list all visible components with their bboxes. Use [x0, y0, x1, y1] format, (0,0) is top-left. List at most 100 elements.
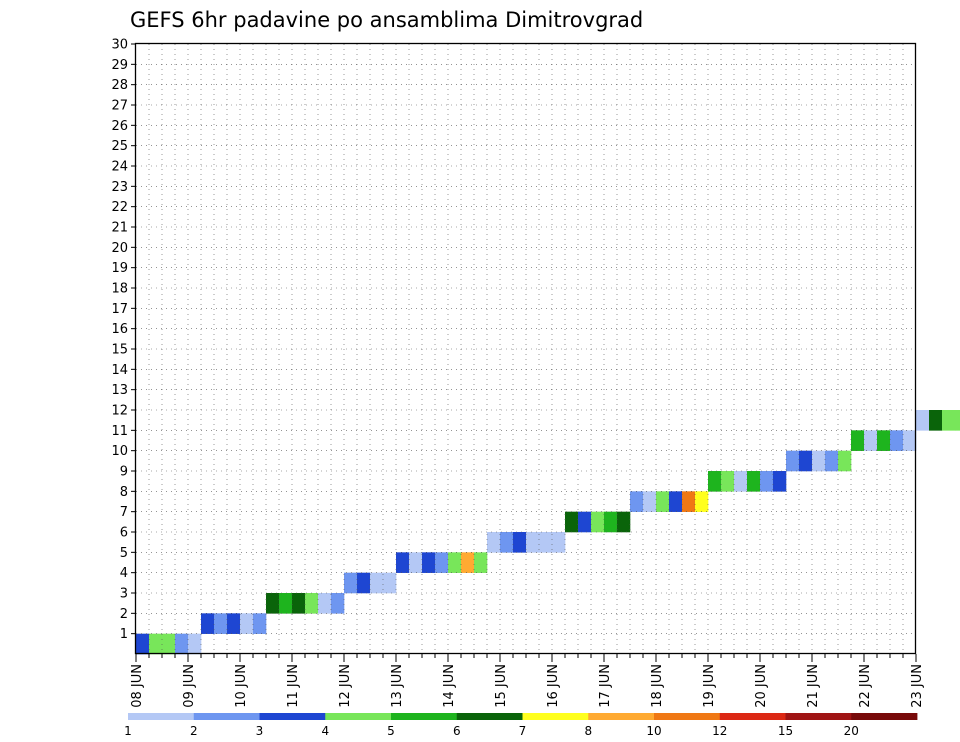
- y-tick-label: 4: [120, 566, 128, 581]
- grid-lines: [136, 44, 916, 654]
- heatmap-cell: [955, 410, 960, 431]
- x-axis: 08 JUN 09 JUN 10 JUN 11 JUN 12 JUN 13 JUN 14 J…: [130, 654, 925, 708]
- heatmap-cell: [864, 430, 878, 451]
- heatmap-cell: [617, 511, 631, 533]
- y-tick-label: 30: [111, 38, 128, 53]
- colorbar-label: 6: [453, 724, 461, 738]
- heatmap-cell: [682, 491, 696, 512]
- heatmap-cell: [565, 511, 579, 533]
- x-tick-label: 09 JUN: [182, 664, 197, 708]
- heatmap-cell: [162, 633, 176, 655]
- heatmap-cell: [773, 471, 787, 492]
- heatmap-cell: [604, 511, 618, 533]
- x-tick-label: 14 JUN: [442, 664, 457, 708]
- heatmap-cell: [539, 532, 553, 553]
- heatmap-cell: [136, 633, 150, 655]
- y-tick-label: 8: [120, 485, 128, 500]
- y-tick-label: 13: [111, 383, 128, 398]
- y-tick-label: 11: [111, 424, 128, 439]
- x-tick-label: 19 JUN: [702, 664, 717, 708]
- y-tick-label: 7: [120, 505, 128, 520]
- colorbar-swatch: [785, 713, 852, 720]
- heatmap-cell: [656, 491, 670, 512]
- plot-frame: [134, 42, 917, 655]
- heatmap-cells: [136, 410, 960, 655]
- colorbar-swatch: [654, 713, 721, 720]
- heatmap-cell: [227, 613, 241, 634]
- colorbar-swatch: [259, 713, 326, 720]
- x-tick-label: 17 JUN: [598, 664, 613, 708]
- heatmap-cell: [526, 532, 540, 553]
- x-tick-label: 13 JUN: [390, 664, 405, 708]
- heatmap-cell: [513, 532, 527, 553]
- x-tick-label: 10 JUN: [234, 664, 249, 708]
- heatmap-cell: [448, 552, 462, 573]
- heatmap-cell: [825, 450, 839, 472]
- heatmap-cell: [721, 471, 735, 492]
- heatmap-cell: [552, 532, 566, 553]
- heatmap-cell: [201, 613, 215, 634]
- heatmap-cell: [422, 552, 436, 573]
- heatmap-cell: [266, 593, 280, 614]
- y-axis: 1234567891011121314151617181920212223242…: [111, 38, 136, 642]
- heatmap-cell: [214, 613, 228, 634]
- heatmap-cell: [799, 450, 813, 472]
- colorbar-label: 3: [256, 724, 264, 738]
- heatmap-cell: [812, 450, 826, 472]
- heatmap-cell: [591, 511, 605, 533]
- heatmap-cell: [838, 450, 852, 472]
- colorbar-label: 1: [124, 724, 132, 738]
- x-tick-label: 15 JUN: [494, 664, 509, 708]
- colorbar-label: 2: [190, 724, 198, 738]
- y-tick-label: 28: [111, 78, 128, 93]
- heatmap-cell: [409, 552, 423, 573]
- y-tick-label: 22: [111, 200, 128, 215]
- x-tick-label: 08 JUN: [130, 664, 145, 708]
- heatmap-cell: [643, 491, 657, 512]
- y-tick-label: 16: [111, 322, 128, 337]
- colorbar-label: 12: [712, 724, 727, 738]
- heatmap-cell: [175, 633, 189, 655]
- y-tick-label: 27: [111, 99, 128, 114]
- heatmap-cell: [630, 491, 644, 512]
- colorbar-label: 10: [646, 724, 661, 738]
- y-tick-label: 20: [111, 241, 128, 256]
- heatmap-cell: [747, 471, 761, 492]
- heatmap-cell: [760, 471, 774, 492]
- y-tick-label: 17: [111, 302, 128, 317]
- y-tick-label: 23: [111, 180, 128, 195]
- heatmap-cell: [578, 511, 592, 533]
- y-tick-label: 14: [111, 363, 128, 378]
- heatmap-cell: [487, 532, 501, 553]
- y-tick-label: 25: [111, 139, 128, 154]
- colorbar: 1 2 3 4 5 6 7 8 10 12 15 20: [124, 713, 918, 738]
- colorbar-swatch: [391, 713, 458, 720]
- heatmap-cell: [253, 613, 267, 634]
- heatmap-cell: [279, 593, 293, 614]
- heatmap-cell: [383, 572, 397, 594]
- heatmap-cell: [240, 613, 254, 634]
- colorbar-swatch: [128, 713, 195, 720]
- heatmap-cell: [435, 552, 449, 573]
- heatmap-cell: [331, 593, 345, 614]
- x-tick-label: 11 JUN: [286, 664, 301, 708]
- colorbar-label: 7: [519, 724, 527, 738]
- colorbar-swatch: [588, 713, 655, 720]
- heatmap-cell: [357, 572, 371, 594]
- colorbar-swatch: [193, 713, 260, 720]
- y-tick-label: 1: [120, 627, 128, 642]
- colorbar-label: 5: [387, 724, 395, 738]
- heatmap-cell: [916, 410, 930, 431]
- x-tick-label: 22 JUN: [858, 664, 873, 708]
- y-tick-label: 29: [111, 58, 128, 73]
- y-tick-label: 6: [120, 526, 128, 541]
- colorbar-swatch: [851, 713, 918, 720]
- x-tick-label: 23 JUN: [910, 664, 925, 708]
- y-tick-label: 26: [111, 119, 128, 134]
- heatmap-cell: [734, 471, 748, 492]
- y-tick-label: 2: [120, 607, 128, 622]
- y-tick-label: 5: [120, 546, 128, 561]
- heatmap-cell: [305, 593, 319, 614]
- heatmap-cell: [786, 450, 800, 472]
